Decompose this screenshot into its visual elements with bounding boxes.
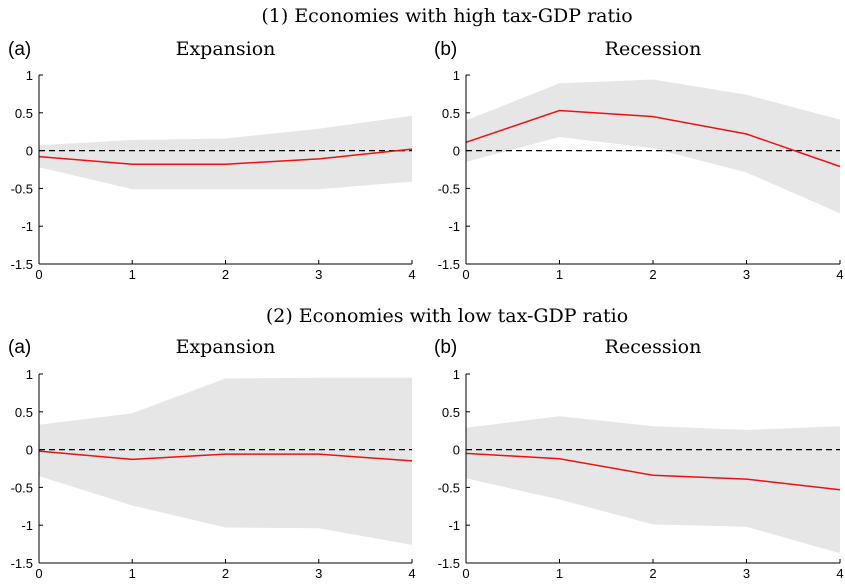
chart-panel-3: 10.50-0.5-1-1.50 1 2 3 4(a) Expansion	[8, 336, 416, 581]
x-tick-label: 1	[556, 566, 563, 581]
confidence-band	[466, 416, 840, 554]
y-tick-label: 1	[453, 68, 460, 83]
y-tick-label: -1	[21, 219, 33, 234]
y-tick-label: 0.5	[15, 405, 33, 420]
panel-label: (b)	[434, 337, 457, 358]
panel-label: (a)	[8, 337, 31, 358]
x-tick-label: 1	[129, 267, 136, 282]
confidence-band	[39, 115, 412, 190]
chart-panel-2: 10.50-0.5-1-1.50 1 2 3 4(b) Recession	[434, 38, 844, 282]
y-tick-label: 0	[26, 144, 33, 159]
x-tick-label: 0	[462, 566, 469, 581]
y-tick-label: -0.5	[11, 480, 33, 495]
chart-panels: 10.50-0.5-1-1.50 1 2 3 4(a) Expansion10.50-0.…	[8, 38, 844, 581]
confidence-band	[466, 79, 840, 214]
panel-title: Recession	[605, 336, 702, 358]
x-tick-label: 4	[408, 267, 415, 282]
x-tick-label: 0	[35, 267, 42, 282]
x-tick-label: 4	[836, 267, 843, 282]
y-tick-label: -0.5	[438, 181, 460, 196]
y-tick-label: 1	[26, 367, 33, 382]
panel-title: Recession	[605, 38, 702, 60]
y-tick-label: -1.5	[11, 556, 33, 571]
x-tick-label: 3	[315, 267, 322, 282]
y-tick-label: -1.5	[11, 257, 33, 272]
x-tick-label: 2	[222, 267, 229, 282]
x-tick-label: 3	[743, 566, 750, 581]
point-estimate-line	[465, 109, 841, 168]
x-tick-label: 3	[743, 267, 750, 282]
y-tick-label: 0.5	[442, 106, 460, 121]
y-tick-label: 0.5	[442, 405, 460, 420]
chart-panel-4: 10.50-0.5-1-1.50 1 2 3 4(b) Recession	[434, 336, 844, 581]
y-tick-label: 1	[453, 367, 460, 382]
y-tick-label: -0.5	[11, 181, 33, 196]
y-tick-label: -1	[448, 219, 460, 234]
y-tick-label: 0	[453, 443, 460, 458]
panel-label: (a)	[8, 39, 31, 60]
chart-panel-1: 10.50-0.5-1-1.50 1 2 3 4(a) Expansion	[8, 38, 416, 282]
x-tick-label: 0	[462, 267, 469, 282]
x-tick-label: 3	[315, 566, 322, 581]
y-tick-label: 0	[453, 144, 460, 159]
x-tick-label: 0	[35, 566, 42, 581]
x-tick-label: 1	[129, 566, 136, 581]
y-tick-label: -1	[448, 518, 460, 533]
x-tick-label: 4	[836, 566, 843, 581]
y-tick-label: -1.5	[438, 556, 460, 571]
x-tick-label: 1	[556, 267, 563, 282]
panel-title: Expansion	[176, 336, 276, 358]
point-estimate-line	[38, 450, 413, 462]
panel-label: (b)	[434, 39, 457, 60]
y-tick-label: 0.5	[15, 106, 33, 121]
panel-title: Expansion	[176, 38, 276, 60]
x-tick-label: 2	[649, 267, 656, 282]
y-tick-label: -0.5	[438, 480, 460, 495]
x-tick-label: 2	[222, 566, 229, 581]
confidence-band	[39, 377, 412, 545]
x-tick-label: 4	[408, 566, 415, 581]
section-title-low-tax: (2) Economies with low tax-GDP ratio	[266, 305, 628, 327]
point-estimate-line	[38, 148, 413, 165]
point-estimate-line	[465, 452, 841, 491]
y-tick-label: 0	[26, 443, 33, 458]
y-tick-label: 1	[26, 68, 33, 83]
y-tick-label: -1.5	[438, 257, 460, 272]
x-tick-label: 2	[649, 566, 656, 581]
section-title-high-tax: (1) Economies with high tax-GDP ratio	[261, 5, 632, 27]
y-tick-label: -1	[21, 518, 33, 533]
